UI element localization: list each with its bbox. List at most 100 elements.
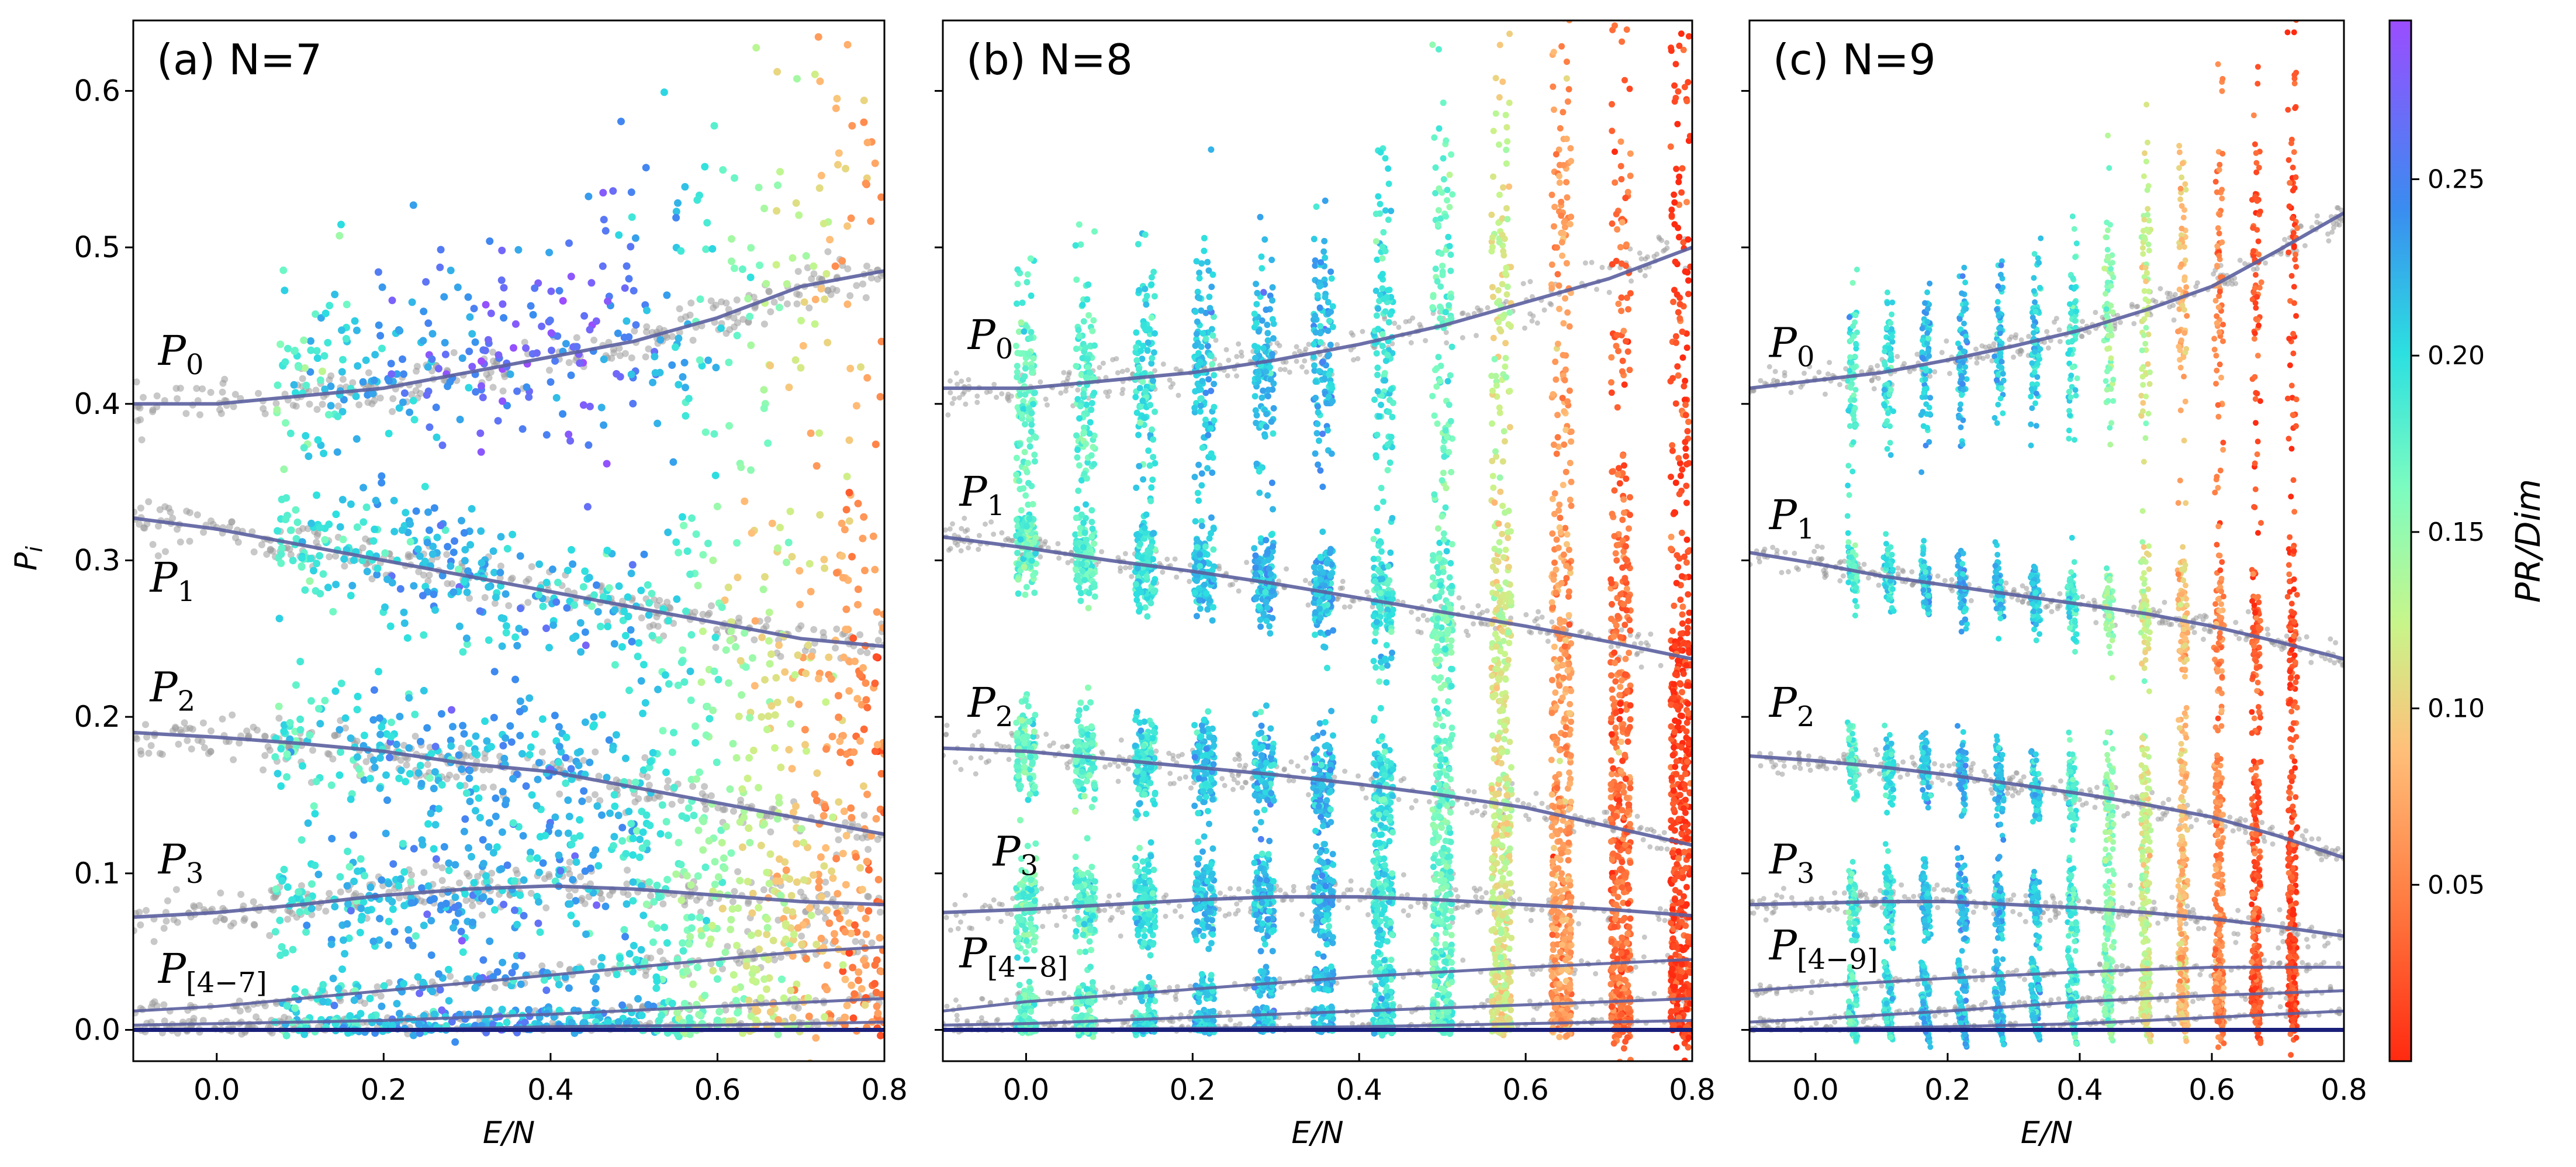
data-point bbox=[879, 624, 884, 632]
grey-point bbox=[1657, 236, 1662, 241]
plot-area bbox=[133, 33, 884, 1061]
data-point bbox=[665, 680, 673, 688]
grey-point bbox=[1097, 365, 1102, 371]
grey-point bbox=[313, 406, 321, 413]
grey-point bbox=[1443, 330, 1449, 336]
data-point bbox=[774, 1030, 782, 1038]
data-point bbox=[344, 900, 352, 908]
data-point bbox=[856, 864, 864, 872]
data-point bbox=[406, 520, 414, 528]
grey-point bbox=[651, 795, 658, 802]
data-point bbox=[307, 880, 316, 888]
data-point bbox=[465, 739, 473, 747]
grey-point bbox=[1350, 1012, 1356, 1018]
data-point bbox=[581, 567, 589, 575]
data-point bbox=[840, 807, 848, 816]
data-point bbox=[601, 902, 610, 910]
data-point bbox=[855, 976, 863, 985]
data-point bbox=[650, 897, 658, 906]
grey-point bbox=[815, 908, 822, 916]
grey-point bbox=[245, 732, 253, 740]
data-point bbox=[625, 686, 633, 695]
grey-point bbox=[955, 926, 961, 931]
grey-point bbox=[339, 375, 347, 383]
data-point bbox=[863, 790, 872, 799]
data-point bbox=[620, 607, 628, 616]
data-point bbox=[477, 527, 485, 535]
data-point bbox=[737, 463, 745, 471]
curve-label: P[4−7] bbox=[157, 945, 267, 999]
grey-point bbox=[1305, 602, 1311, 608]
data-point bbox=[763, 985, 770, 993]
data-point bbox=[671, 343, 679, 351]
grey-point bbox=[1455, 894, 1461, 899]
data-point bbox=[754, 929, 762, 937]
data-point bbox=[445, 859, 453, 867]
data-point bbox=[396, 713, 404, 720]
grey-point bbox=[331, 731, 338, 739]
data-point bbox=[684, 804, 693, 812]
grey-point bbox=[485, 374, 493, 382]
data-point bbox=[517, 605, 524, 612]
data-point bbox=[805, 1012, 813, 1020]
data-point bbox=[565, 239, 573, 247]
grey-point bbox=[1063, 388, 1069, 394]
grey-point bbox=[1415, 900, 1421, 906]
grey-point bbox=[730, 314, 738, 322]
data-point bbox=[555, 286, 563, 295]
grey-point bbox=[133, 508, 138, 516]
data-point bbox=[713, 1016, 721, 1024]
data-point bbox=[354, 692, 362, 700]
data-point bbox=[761, 676, 769, 684]
grey-point bbox=[665, 777, 672, 785]
data-point bbox=[624, 593, 632, 601]
data-point bbox=[364, 906, 372, 914]
grey-point bbox=[1045, 402, 1050, 408]
grey-point bbox=[489, 384, 497, 391]
data-point bbox=[829, 813, 837, 821]
grey-point bbox=[142, 721, 149, 728]
x-tick-label: 0.6 bbox=[694, 1073, 741, 1107]
grey-point bbox=[1055, 902, 1061, 907]
grey-point bbox=[1001, 744, 1007, 750]
grey-point bbox=[663, 599, 671, 606]
data-point bbox=[610, 640, 618, 648]
grey-point bbox=[707, 792, 715, 799]
data-point bbox=[337, 220, 345, 229]
grey-point bbox=[137, 416, 144, 423]
grey-point bbox=[854, 948, 862, 955]
data-point bbox=[777, 764, 785, 771]
data-point bbox=[678, 513, 686, 521]
grey-point bbox=[764, 616, 772, 623]
data-point bbox=[302, 928, 310, 936]
grey-point bbox=[1640, 837, 1646, 843]
data-point bbox=[871, 679, 879, 688]
data-point bbox=[429, 543, 437, 551]
data-point bbox=[392, 740, 400, 748]
data-point bbox=[725, 679, 732, 687]
data-point bbox=[734, 1009, 742, 1017]
data-point bbox=[296, 908, 304, 916]
data-point bbox=[851, 921, 859, 929]
data-point bbox=[449, 723, 457, 731]
grey-point bbox=[1366, 888, 1372, 893]
data-point bbox=[340, 936, 347, 944]
data-point bbox=[342, 334, 350, 343]
data-point bbox=[703, 917, 710, 925]
grey-point bbox=[1042, 541, 1047, 547]
data-point bbox=[422, 278, 430, 286]
data-point bbox=[500, 614, 508, 623]
grey-point bbox=[177, 726, 184, 734]
data-point bbox=[454, 565, 462, 574]
data-point bbox=[694, 872, 702, 880]
grey-point bbox=[1239, 353, 1244, 359]
grey-point bbox=[438, 864, 446, 872]
grey-point bbox=[687, 299, 695, 307]
data-point bbox=[629, 834, 637, 843]
grey-point bbox=[654, 623, 662, 630]
data-point bbox=[353, 706, 361, 714]
data-point bbox=[372, 496, 380, 505]
data-point bbox=[682, 384, 689, 392]
data-point bbox=[570, 834, 578, 843]
data-point bbox=[815, 877, 823, 885]
